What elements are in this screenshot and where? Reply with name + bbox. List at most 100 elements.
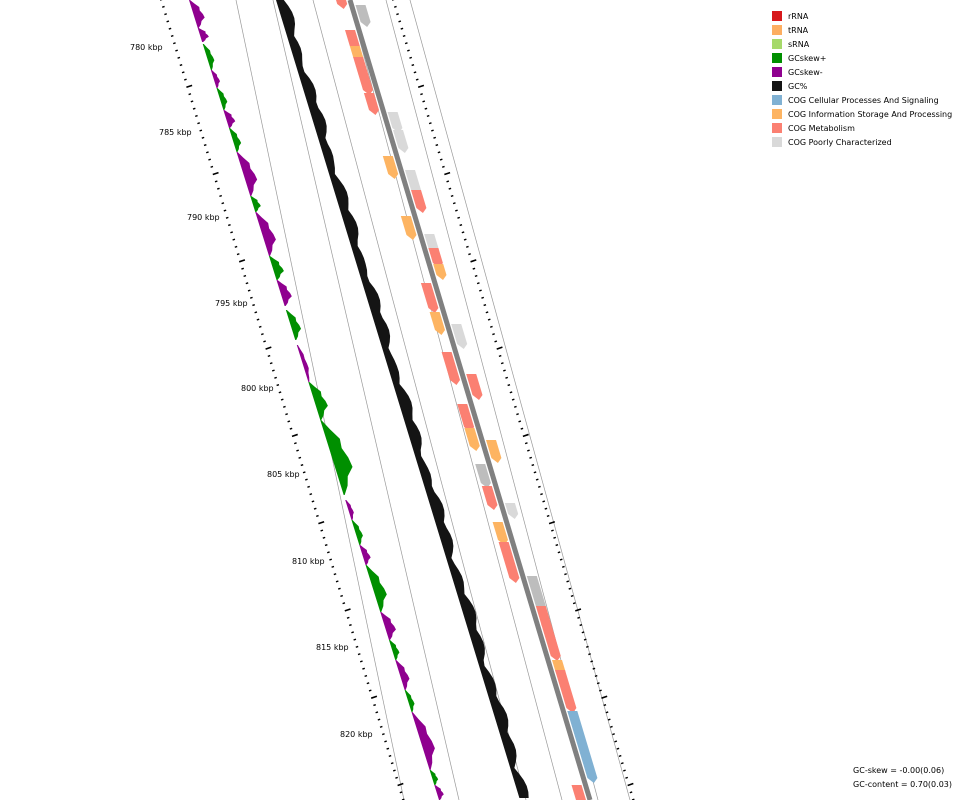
tick-mark xyxy=(368,689,372,692)
tick-mark xyxy=(629,791,633,794)
cog-feature-arrow xyxy=(420,283,439,313)
tick-mark xyxy=(398,20,402,23)
tick-mark xyxy=(194,114,198,118)
tick-mark xyxy=(620,762,624,765)
legend: rRNA tRNA sRNA GCskew+ GCskew- GC% COG C… xyxy=(772,9,952,149)
tick-mark xyxy=(579,623,583,627)
tick-mark xyxy=(404,42,408,45)
gc-skew-stat: GC-skew = -0.00(0.06) xyxy=(853,766,945,775)
tick-mark xyxy=(592,667,596,670)
tick-mark xyxy=(225,216,229,219)
tick-mark xyxy=(254,311,258,314)
legend-label: GCskew- xyxy=(788,67,823,77)
tick-mark xyxy=(340,594,343,598)
cog-feature-arrow xyxy=(400,216,417,240)
tick-mark xyxy=(448,187,452,190)
tick-mark xyxy=(575,608,582,612)
cog-feature-arrow xyxy=(433,264,447,280)
tick-mark xyxy=(428,122,432,125)
tick-mark xyxy=(444,171,451,176)
tick-mark xyxy=(384,740,387,743)
gc-skew-positive-segment xyxy=(308,382,328,420)
tick-mark xyxy=(435,143,439,147)
tick-mark xyxy=(457,216,461,219)
genome-stats: GC-skew = -0.00(0.06) GC-content = 0.70(… xyxy=(853,764,952,792)
kbp-label-800: 800 kbp xyxy=(241,384,274,393)
tick-mark xyxy=(452,202,456,205)
tick-mark xyxy=(516,413,519,416)
tick-mark xyxy=(271,369,275,372)
tick-mark xyxy=(249,296,253,299)
tick-mark xyxy=(313,507,317,510)
cog-features-track xyxy=(336,0,598,800)
legend-item-trna: tRNA xyxy=(772,23,952,37)
tick-mark xyxy=(247,289,251,292)
tick-mark xyxy=(366,682,370,685)
tick-mark xyxy=(199,129,203,132)
cog-feature-arrow xyxy=(457,404,475,432)
tick-mark xyxy=(392,769,396,772)
tick-mark xyxy=(472,267,476,270)
tick-mark xyxy=(540,493,543,496)
legend-item-gcskew-pos: GCskew+ xyxy=(772,51,952,65)
inner-tick-ring xyxy=(160,0,405,800)
outer-tick-ring xyxy=(392,0,635,800)
gc-skew-positive-segment xyxy=(250,196,261,212)
tick-mark xyxy=(518,420,522,423)
gc-skew-negative-segment xyxy=(359,545,371,565)
tick-mark xyxy=(357,653,361,656)
tick-mark xyxy=(415,78,419,81)
tick-mark xyxy=(470,259,477,263)
tick-mark xyxy=(422,100,426,103)
tick-mark xyxy=(417,84,425,89)
tick-mark xyxy=(311,500,315,503)
tick-mark xyxy=(623,769,626,772)
tick-mark xyxy=(223,209,227,212)
tick-mark xyxy=(529,456,533,459)
gc-skew-positive-segment xyxy=(285,310,302,340)
tick-mark xyxy=(455,209,458,212)
tick-mark xyxy=(420,93,423,96)
tick-mark xyxy=(537,485,541,488)
tick-mark xyxy=(342,602,346,605)
gc-skew-negative-segment xyxy=(210,70,221,88)
gc-content-track xyxy=(276,0,529,798)
tick-mark xyxy=(481,296,485,299)
tick-mark xyxy=(407,49,410,52)
backbone-track xyxy=(347,0,593,800)
kbp-label-790: 790 kbp xyxy=(187,213,220,222)
kbp-label-820: 820 kbp xyxy=(340,730,373,739)
cog-feature-arrow xyxy=(498,542,520,583)
kbp-label-815: 815 kbp xyxy=(316,643,349,652)
tick-mark xyxy=(625,776,629,779)
tick-mark xyxy=(170,34,174,38)
tick-mark xyxy=(291,433,298,438)
tick-mark xyxy=(509,391,513,394)
tick-mark xyxy=(296,449,299,452)
legend-label: tRNA xyxy=(788,25,809,35)
tick-mark xyxy=(287,420,291,423)
tick-mark xyxy=(572,602,576,605)
gc-skew-negative-segment xyxy=(434,785,444,800)
kbp-label-810: 810 kbp xyxy=(292,557,325,566)
kbp-label-785: 785 kbp xyxy=(159,128,192,137)
tick-mark xyxy=(441,165,445,168)
tick-mark xyxy=(599,689,602,692)
gc-skew-negative-segment xyxy=(197,28,209,42)
legend-item-cog-poorly: COG Poorly Characterized xyxy=(772,135,952,149)
tick-mark xyxy=(166,20,170,23)
tick-mark xyxy=(205,151,209,154)
tick-mark xyxy=(179,63,183,67)
tick-mark xyxy=(601,695,608,699)
legend-item-cog-metabolism: COG Metabolism xyxy=(772,121,952,135)
cog-feature-arrow xyxy=(492,522,508,545)
tick-mark xyxy=(353,638,357,641)
tick-mark xyxy=(315,514,319,518)
tick-mark xyxy=(161,5,165,8)
tick-mark xyxy=(522,433,529,438)
cog-feature-arrow xyxy=(355,5,371,27)
tick-mark xyxy=(395,776,398,779)
gc-skew-negative-segment xyxy=(223,110,236,128)
tick-mark xyxy=(373,703,376,707)
